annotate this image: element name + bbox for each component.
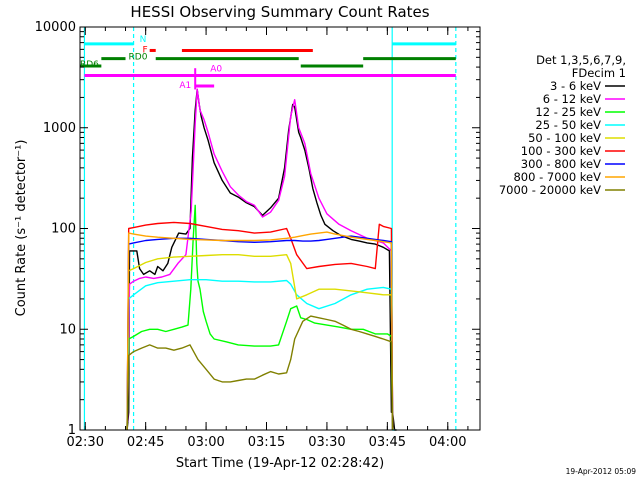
flag-label-f: F [143,45,148,55]
series-line-3 [126,204,394,431]
legend-label: 50 - 100 keV [528,131,601,145]
legend-label: 800 - 7000 keV [513,170,601,184]
legend-header: FDecim 1 [572,66,626,80]
x-axis: 02:30 02:45 03:00 03:15 03:30 03:45 04:00 [67,27,469,450]
x-axis-label: Start Time (19-Apr-12 02:28:42) [176,456,384,471]
series-line-9 [126,315,394,431]
legend-label: 12 - 25 keV [535,105,601,119]
y-tick-label: 10 [59,322,76,337]
legend-label: 7000 - 20000 keV [499,183,601,197]
x-tick-label: 03:45 [369,435,406,450]
flag-label-n: N [140,35,147,45]
legend-header: Det 1,3,5,6,7,9, [536,53,626,67]
x-tick-label: 02:45 [127,435,164,450]
series-line-2 [126,88,394,431]
legend-label: 300 - 800 keV [521,157,601,171]
legend-label: 100 - 300 keV [521,144,601,158]
series-lines [126,88,397,431]
flag-label-rd6: RD6 [80,60,99,70]
footer-timestamp: 19-Apr-2012 05:09 [566,467,637,476]
series-line-8 [126,231,394,431]
y-tick-label: 1000 [43,121,76,136]
legend-label: 3 - 6 keV [550,79,601,93]
y-tick-label: 100 [51,222,76,237]
x-tick-label: 04:00 [429,435,466,450]
x-tick-label: 02:30 [67,435,104,450]
series-line-6 [126,221,394,431]
series-line-4 [126,279,395,431]
x-tick-label: 03:30 [308,435,345,450]
flag-label-rd0: RD0 [129,53,148,63]
legend-label: 6 - 12 keV [543,92,601,106]
legend-label: 25 - 50 keV [535,118,601,132]
chart-title: HESSI Observing Summary Count Rates [130,3,429,21]
flag-label-a0: A0 [210,65,222,75]
y-axis: 1 10 100 1000 10000 [35,20,480,438]
flag-label-a1: A1 [179,81,191,91]
y-tick-label: 1 [68,423,76,438]
series-line-5 [126,253,394,431]
series-line-7 [126,235,394,431]
y-tick-label: 10000 [35,20,76,35]
y-axis-label: Count Rate (s⁻¹ detector⁻¹) [14,140,29,317]
x-tick-label: 03:15 [248,435,285,450]
x-tick-label: 03:00 [187,435,224,450]
